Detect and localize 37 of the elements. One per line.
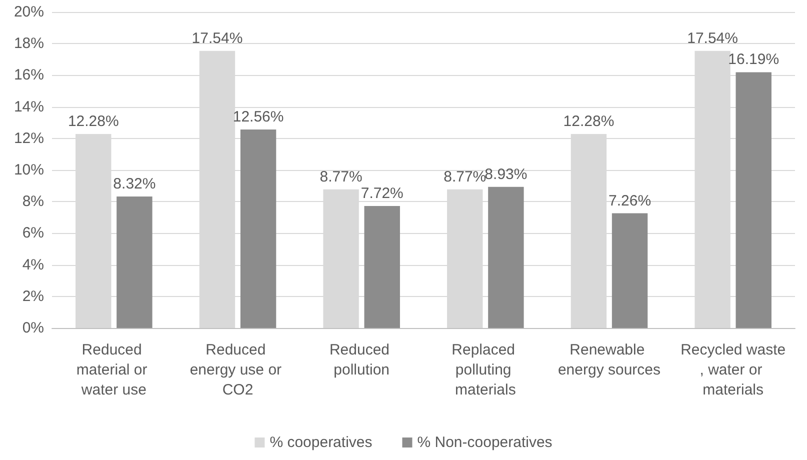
data-label: 7.26%: [608, 192, 652, 210]
bar: [736, 72, 772, 328]
data-label: 16.19%: [728, 51, 780, 68]
y-tick-label: 12%: [14, 130, 44, 147]
data-label: 7.72%: [360, 185, 404, 202]
data-label: 17.54%: [192, 30, 243, 47]
data-label: 8.32%: [113, 176, 156, 193]
bar: [612, 213, 648, 328]
y-tick-label: 6%: [22, 224, 44, 242]
x-tick-label: Recycled waste, water or materials: [680, 342, 786, 398]
bar: [364, 206, 400, 328]
bar: [240, 130, 276, 328]
x-tick-label: Reduced pollution: [329, 342, 394, 378]
data-label: 8.93%: [484, 166, 528, 183]
data-label: 12.28%: [563, 112, 614, 130]
data-label: 8.77%: [444, 168, 486, 186]
x-tick-label: Replaced polluting materials: [452, 342, 520, 398]
y-tick-label: 0%: [22, 320, 44, 336]
legend-label: % cooperatives: [270, 434, 372, 451]
legend-label: % Non-cooperatives: [417, 434, 552, 451]
y-tick-label: 14%: [14, 98, 44, 116]
y-tick-label: 18%: [14, 35, 44, 52]
x-tick-label: Reduced energy use or CO2: [190, 342, 286, 398]
y-tick-label: 8%: [22, 193, 44, 210]
y-tick-label: 4%: [22, 256, 44, 274]
y-tick-label: 16%: [14, 66, 44, 84]
data-label: 17.54%: [687, 30, 738, 47]
x-tick-label: Renewable energy sources: [558, 342, 661, 378]
y-tick-label: 20%: [14, 4, 44, 20]
data-label: 12.28%: [68, 112, 119, 130]
y-tick-label: 2%: [22, 288, 44, 305]
data-label: 8.77%: [320, 168, 362, 186]
x-tick-label: Reduced material or water use: [76, 342, 152, 398]
bar: [488, 186, 524, 328]
bar: [116, 196, 152, 328]
y-tick-label: 10%: [14, 162, 44, 178]
data-label: 12.56%: [232, 108, 284, 126]
